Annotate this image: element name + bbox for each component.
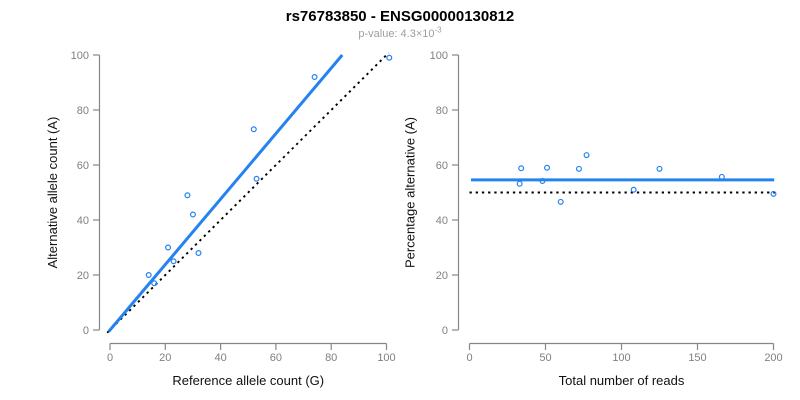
x-tick-label: 0 <box>466 352 472 364</box>
x-tick-label: 150 <box>688 352 706 364</box>
x-tick-label: 50 <box>539 352 551 364</box>
y-tick-label: 0 <box>83 325 89 337</box>
y-tick-label: 0 <box>442 325 448 337</box>
data-point <box>195 250 202 257</box>
x-tick-label: 40 <box>214 352 226 364</box>
y-tick-label: 100 <box>71 50 89 62</box>
x-axis-title: Total number of reads <box>559 373 685 388</box>
y-tick-label: 40 <box>436 215 448 227</box>
data-point <box>575 165 582 172</box>
y-tick-label: 60 <box>436 160 448 172</box>
x-tick-label: 100 <box>377 352 395 364</box>
data-point <box>165 244 172 251</box>
y-tick-label: 60 <box>77 160 89 172</box>
fit-line <box>107 54 344 333</box>
y-tick-label: 20 <box>436 270 448 282</box>
reference-line <box>106 52 390 334</box>
data-point <box>184 192 191 199</box>
data-point <box>516 180 523 187</box>
data-point <box>145 272 152 279</box>
y-tick-label: 20 <box>77 270 89 282</box>
data-point <box>656 165 663 172</box>
data-point <box>518 165 525 172</box>
y-axis-title: Percentage alternative (A) <box>403 117 418 268</box>
x-tick-label: 60 <box>270 352 282 364</box>
data-point <box>544 164 551 171</box>
data-point <box>770 190 777 197</box>
data-point <box>583 152 590 159</box>
data-point <box>189 211 196 218</box>
x-tick-label: 100 <box>612 352 630 364</box>
y-axis-title: Alternative allele count (A) <box>45 117 60 269</box>
data-point <box>557 198 564 205</box>
data-point <box>386 54 393 61</box>
data-point <box>250 126 257 133</box>
x-tick-label: 80 <box>325 352 337 364</box>
x-tick-label: 0 <box>107 352 113 364</box>
x-tick-label: 200 <box>764 352 782 364</box>
data-point <box>311 73 318 80</box>
data-point <box>630 186 637 193</box>
y-tick-label: 80 <box>77 105 89 117</box>
x-tick-label: 20 <box>159 352 171 364</box>
y-tick-label: 100 <box>430 50 448 62</box>
y-tick-label: 40 <box>77 215 89 227</box>
y-tick-label: 80 <box>436 105 448 117</box>
x-axis-title: Reference allele count (G) <box>172 373 324 388</box>
data-point <box>151 280 158 287</box>
data-point <box>170 258 177 265</box>
data-point <box>253 175 260 182</box>
